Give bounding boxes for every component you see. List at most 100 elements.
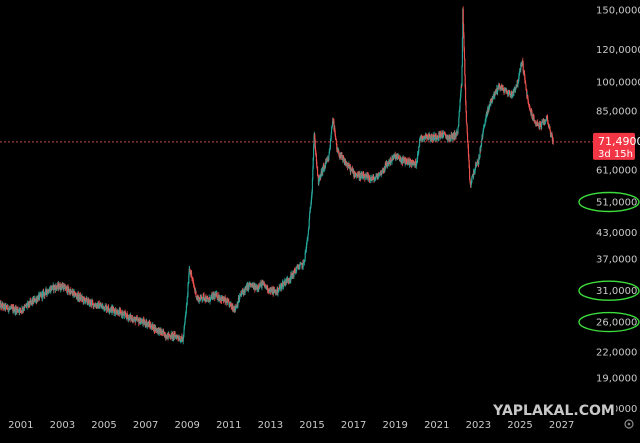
y-tick-label: 16,0000 <box>596 404 637 415</box>
candle-body <box>440 132 442 135</box>
candle-body <box>336 144 338 150</box>
x-axis[interactable]: 2001 2003 2005 2007 2009 2011 2013 2015 2017 2019… <box>8 420 574 431</box>
candle-body <box>341 154 343 158</box>
x-tick-label: 2003 <box>50 420 75 431</box>
candle-body <box>552 140 554 143</box>
x-tick-label: 2019 <box>382 420 407 431</box>
candle-body <box>467 132 469 142</box>
x-tick-label: 2025 <box>507 420 532 431</box>
candle-body <box>294 270 296 272</box>
candle-body <box>489 104 491 107</box>
candle-body <box>151 327 153 329</box>
candle-body <box>429 134 431 136</box>
candle-body <box>549 130 551 134</box>
candle-body <box>280 285 282 287</box>
candle-body <box>461 37 463 66</box>
candle-body <box>46 291 48 295</box>
candle-body <box>342 157 344 160</box>
x-tick-label: 2021 <box>424 420 449 431</box>
candle-body <box>35 299 37 302</box>
candle-body <box>63 285 65 290</box>
candle-body <box>115 310 117 314</box>
candle-body <box>480 145 482 151</box>
candle-body <box>435 135 437 140</box>
x-tick-label: 2015 <box>299 420 324 431</box>
candle-body <box>204 297 206 300</box>
candle-body <box>34 298 36 302</box>
candle-body <box>152 324 154 330</box>
candle-body <box>328 151 330 156</box>
candle-body <box>474 170 476 173</box>
candle-body <box>549 126 551 131</box>
candle-body <box>166 334 168 339</box>
candle-body <box>459 100 461 110</box>
candle-body <box>304 252 306 260</box>
candle-body <box>465 87 467 103</box>
candle-body <box>507 91 509 96</box>
candle-body <box>392 157 394 160</box>
candle-body <box>350 168 352 173</box>
candle-body <box>523 71 525 76</box>
candle-body <box>444 133 446 134</box>
candle-body <box>418 146 420 152</box>
candle-body <box>535 123 537 125</box>
candle-body <box>362 173 364 176</box>
candle-body <box>360 175 362 177</box>
candle-body <box>19 308 21 313</box>
candle-body <box>319 176 321 179</box>
candle-body <box>311 195 313 201</box>
candle-body <box>239 295 241 297</box>
settings-gear-icon[interactable] <box>624 419 634 429</box>
candle-body <box>146 324 148 327</box>
x-tick-label: 2011 <box>216 420 241 431</box>
candle-body <box>158 328 160 334</box>
candle-body <box>315 154 317 162</box>
candle-body <box>525 81 527 85</box>
candle-body <box>393 155 395 159</box>
candle-body <box>283 283 285 287</box>
candle-body <box>509 90 511 95</box>
candle-body <box>456 131 458 134</box>
candle-body <box>205 296 207 302</box>
candle-body <box>180 339 182 342</box>
candle-body <box>302 262 304 267</box>
candle-body <box>356 174 358 176</box>
candle-body <box>360 175 362 180</box>
candle-body <box>13 310 15 312</box>
candle-body <box>191 273 193 277</box>
candle-body <box>270 288 272 292</box>
candle-body <box>515 88 517 91</box>
candle-body <box>387 163 389 166</box>
candle-body <box>305 249 307 253</box>
candle-body <box>400 158 402 160</box>
candle-body <box>471 175 473 181</box>
candle-body <box>330 133 332 139</box>
candle-body <box>346 162 348 167</box>
candle-body <box>443 132 445 136</box>
candle-body <box>19 308 21 311</box>
candle-body <box>307 229 309 235</box>
candle-body <box>490 101 492 104</box>
candle-body <box>237 302 239 306</box>
candle-body <box>77 293 79 299</box>
candle-body <box>279 286 281 288</box>
watermark-outline: YAPLAKAL.COM <box>493 404 616 420</box>
candle-body <box>454 132 456 138</box>
candle-body <box>442 137 444 138</box>
candle-body <box>123 313 125 316</box>
x-tick-label: 2005 <box>91 420 116 431</box>
candle-body <box>468 160 470 169</box>
candle-body <box>83 297 85 302</box>
candle-body <box>202 294 204 299</box>
candle-body <box>432 136 434 141</box>
candle-body <box>232 306 234 310</box>
candle-body <box>318 177 320 185</box>
candle-body <box>297 264 299 268</box>
last-price-label: 71,4900 3d 15h <box>593 132 640 160</box>
y-axis[interactable]: 150,0000 120,0000 100,0000 85,0000 61,0000 51… <box>578 5 640 415</box>
candle-body <box>135 320 137 323</box>
candle-body <box>103 307 105 311</box>
candle-body <box>397 158 399 159</box>
last-price-label-background <box>593 132 635 160</box>
